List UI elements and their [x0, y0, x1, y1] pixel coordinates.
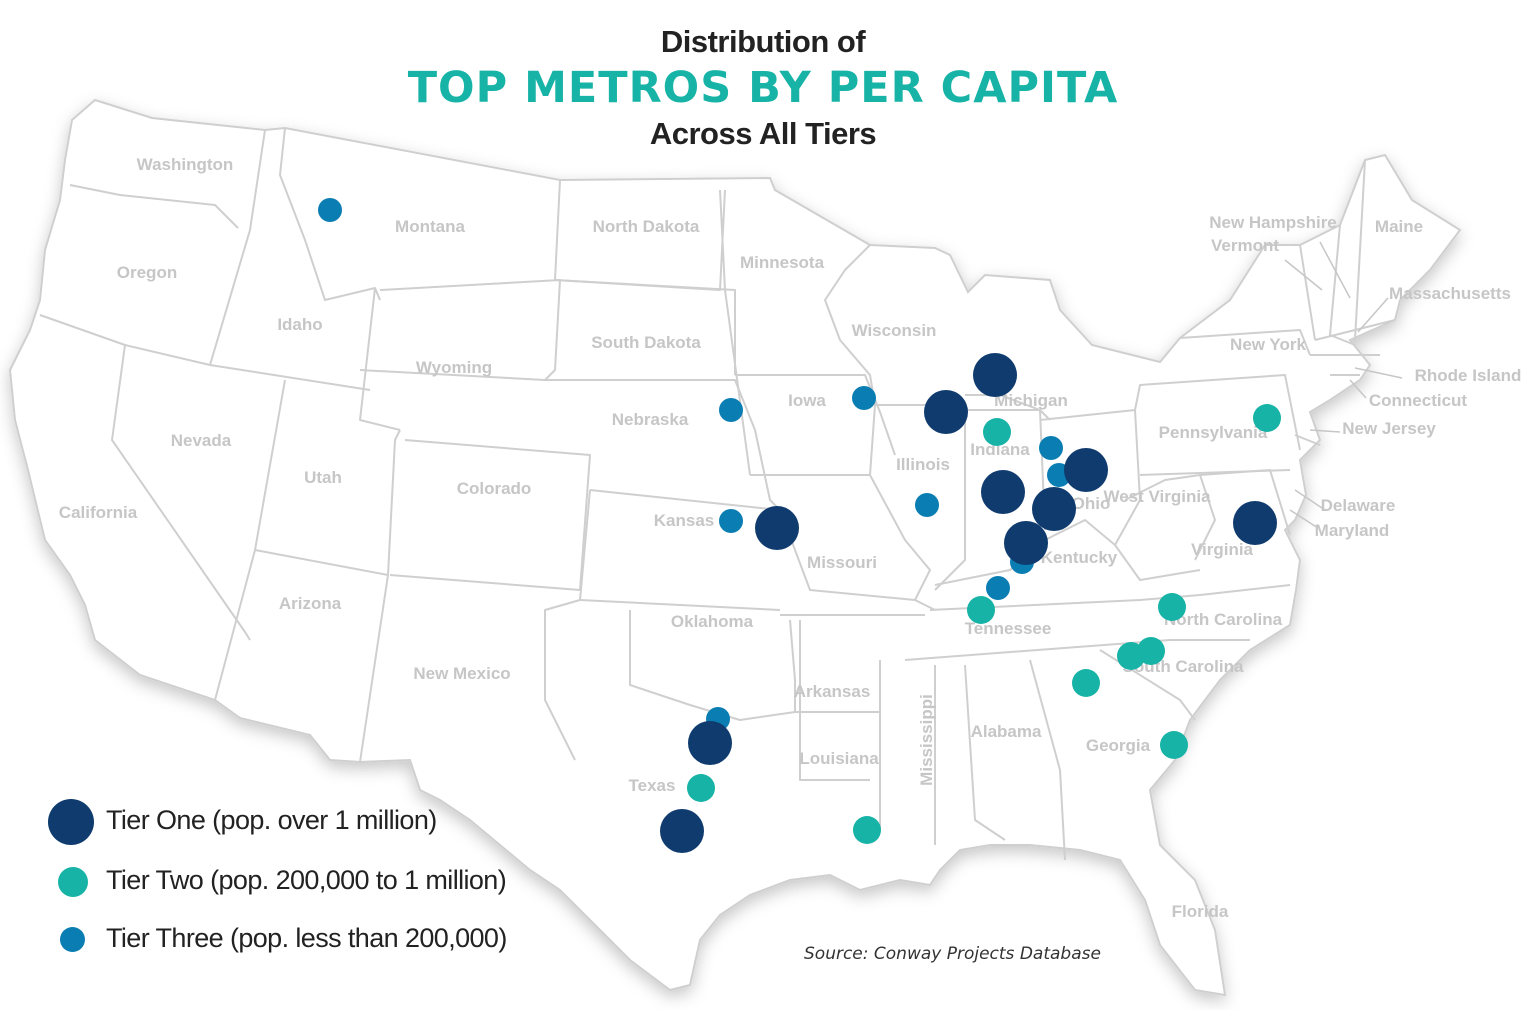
tier-one-dot-icon: [48, 799, 94, 845]
state-label-new-jersey: New Jersey: [1342, 419, 1436, 438]
state-label-ohio: Ohio: [1072, 494, 1111, 513]
metro-marker-tier-three-4: [1039, 436, 1063, 460]
title-line-2: TOP METROS BY PER CAPITA: [407, 63, 1119, 113]
metro-marker-tier-three-1: [318, 198, 342, 222]
metro-marker-tier-two-3: [967, 596, 995, 624]
state-borders: [39, 127, 1396, 861]
metro-marker-tier-three-2: [719, 398, 743, 422]
state-labels: Washington Oregon California Idaho Nevada Mon…: [59, 155, 1522, 921]
map-title: Distribution of TOP METROS BY PER CAPITA…: [0, 22, 1526, 154]
metro-marker-tier-three-7: [719, 509, 743, 533]
metro-marker-tier-two-10: [853, 816, 881, 844]
state-label-kansas: Kansas: [654, 511, 714, 530]
metro-marker-tier-three-6: [915, 493, 939, 517]
metro-markers: [318, 198, 1281, 853]
state-label-delaware: Delaware: [1321, 496, 1396, 515]
state-label-connecticut: Connecticut: [1369, 391, 1468, 410]
state-label-maine: Maine: [1375, 217, 1423, 236]
state-label-kentucky: Kentucky: [1041, 548, 1118, 567]
metro-marker-tier-three-9: [986, 576, 1010, 600]
metro-marker-tier-one-8: [1233, 501, 1277, 545]
tier-three-dot-icon: [60, 927, 85, 952]
metro-marker-tier-two-7: [1072, 669, 1100, 697]
metro-marker-tier-three-3: [852, 386, 876, 410]
state-label-minnesota: Minnesota: [740, 253, 825, 272]
state-label-tennessee: Tennessee: [965, 619, 1052, 638]
metro-marker-tier-one-2: [924, 390, 968, 434]
state-label-oregon: Oregon: [117, 263, 177, 282]
tier-two-dot-icon: [58, 867, 88, 897]
state-label-iowa: Iowa: [788, 391, 826, 410]
state-label-new-hampshire: New Hampshire: [1209, 213, 1337, 232]
state-label-virginia: Virginia: [1191, 540, 1254, 559]
metro-marker-tier-two-9: [687, 774, 715, 802]
state-label-rhode-island: Rhode Island: [1415, 366, 1522, 385]
metro-marker-tier-one-5: [1032, 487, 1076, 531]
metro-marker-tier-one-9: [688, 721, 732, 765]
legend-label-tier-one: Tier One (pop. over 1 million): [106, 805, 437, 835]
title-line-1: Distribution of: [660, 24, 866, 59]
state-label-nebraska: Nebraska: [612, 410, 689, 429]
state-label-west-virginia: West Virginia: [1103, 487, 1211, 506]
state-label-wyoming: Wyoming: [416, 358, 492, 377]
state-label-oklahoma: Oklahoma: [671, 612, 754, 631]
title-line-3: Across All Tiers: [649, 116, 877, 151]
metro-marker-tier-two-1: [983, 418, 1011, 446]
legend-label-tier-three: Tier Three (pop. less than 200,000): [106, 923, 507, 953]
state-label-montana: Montana: [395, 217, 465, 236]
state-label-pennsylvania: Pennsylvania: [1159, 423, 1268, 442]
state-label-florida: Florida: [1172, 902, 1229, 921]
state-label-washington: Washington: [137, 155, 234, 174]
state-label-indiana: Indiana: [970, 440, 1030, 459]
state-label-alabama: Alabama: [971, 722, 1042, 741]
state-label-mississippi: Mississippi: [917, 694, 936, 786]
state-label-new-mexico: New Mexico: [413, 664, 510, 683]
legend-label-tier-two: Tier Two (pop. 200,000 to 1 million): [106, 865, 507, 895]
metro-marker-tier-one-3: [1064, 448, 1108, 492]
state-label-utah: Utah: [304, 468, 342, 487]
state-label-illinois: Illinois: [896, 455, 950, 474]
label-pointers: [1284, 241, 1403, 529]
state-label-idaho: Idaho: [277, 315, 322, 334]
metro-marker-tier-two-6: [1137, 637, 1165, 665]
source-note: Source: Conway Projects Database: [804, 944, 1101, 964]
state-label-arizona: Arizona: [279, 594, 342, 613]
metro-marker-tier-two-4: [1158, 593, 1186, 621]
metro-marker-tier-one-7: [1004, 521, 1048, 565]
metro-marker-tier-one-10: [660, 809, 704, 853]
state-label-missouri: Missouri: [807, 553, 877, 572]
state-label-vermont: Vermont: [1211, 236, 1279, 255]
state-label-massachusetts: Massachusetts: [1389, 284, 1511, 303]
state-label-new-york: New York: [1230, 335, 1306, 354]
metro-marker-tier-one-1: [973, 353, 1017, 397]
state-label-texas: Texas: [629, 776, 676, 795]
state-label-wisconsin: Wisconsin: [852, 321, 937, 340]
state-label-north-dakota: North Dakota: [593, 217, 700, 236]
metro-marker-tier-two-2: [1253, 404, 1281, 432]
state-label-maryland: Maryland: [1315, 521, 1390, 540]
state-label-colorado: Colorado: [457, 479, 532, 498]
metro-marker-tier-two-8: [1160, 731, 1188, 759]
state-label-michigan: Michigan: [994, 391, 1068, 410]
state-label-california: California: [59, 503, 138, 522]
state-label-nevada: Nevada: [171, 431, 232, 450]
state-label-georgia: Georgia: [1086, 736, 1151, 755]
metro-marker-tier-one-6: [755, 506, 799, 550]
metro-marker-tier-one-4: [981, 470, 1025, 514]
state-label-north-carolina: North Carolina: [1164, 610, 1283, 629]
state-label-louisiana: Louisiana: [799, 749, 879, 768]
state-label-south-dakota: South Dakota: [591, 333, 701, 352]
state-label-arkansas: Arkansas: [794, 682, 871, 701]
